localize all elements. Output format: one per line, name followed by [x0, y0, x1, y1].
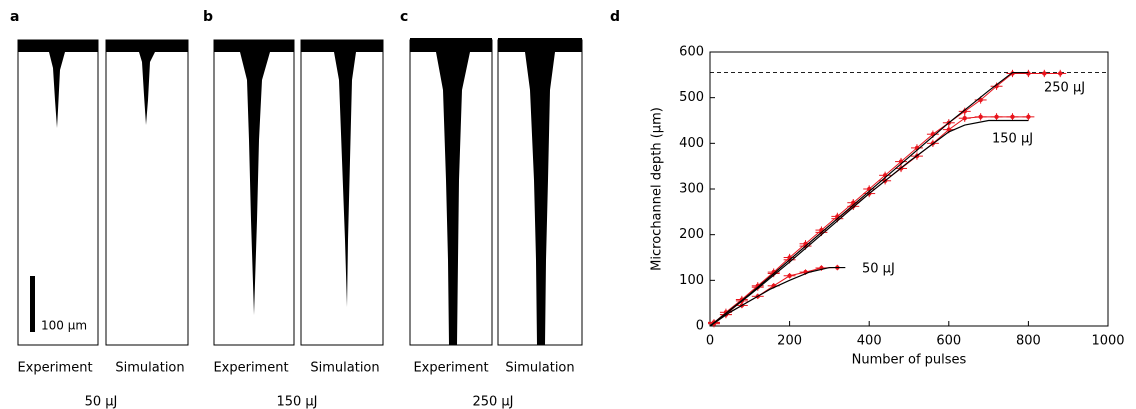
x-tick-label: 800 [1016, 334, 1041, 349]
x-axis-title: Number of pulses [852, 353, 967, 368]
figure: a 100 μm Experiment Simulation 50 μJ b E… [0, 0, 1136, 409]
series-line [714, 117, 1028, 324]
surface [301, 40, 383, 52]
data-point [787, 274, 791, 278]
x-tick-label: 400 [857, 334, 882, 349]
y-tick-label: 600 [679, 45, 704, 60]
y-tick-label: 0 [696, 319, 704, 334]
surface [498, 38, 582, 52]
surface [18, 40, 98, 52]
surface [214, 40, 294, 52]
x-tick-label: 1000 [1091, 334, 1124, 349]
annotation: 150 μJ [992, 132, 1033, 147]
y-tick-label: 500 [679, 90, 704, 105]
data-point [1026, 71, 1030, 75]
x-tick-label: 600 [936, 334, 961, 349]
data-point [963, 116, 967, 120]
surface [410, 38, 492, 52]
data-point [978, 115, 982, 119]
y-axis-title: Microchannel depth (μm) [650, 107, 665, 271]
data-point [1026, 115, 1030, 119]
panel-label: a [10, 9, 19, 25]
series-line [710, 268, 845, 326]
y-tick-label: 300 [679, 182, 704, 197]
caption: Experiment [213, 361, 288, 376]
panel-label: b [203, 9, 213, 25]
data-point [1010, 115, 1014, 119]
energy-label: 50 μJ [85, 395, 118, 409]
annotation: 50 μJ [862, 262, 895, 277]
panel-label: c [400, 9, 408, 25]
caption: Experiment [17, 361, 92, 376]
caption: Simulation [505, 361, 574, 376]
annotation: 250 μJ [1044, 81, 1085, 96]
data-point [994, 115, 998, 119]
panel-label: d [610, 9, 620, 25]
caption: Simulation [115, 361, 184, 376]
y-tick-label: 200 [679, 227, 704, 242]
series-line [714, 268, 837, 323]
x-tick-label: 0 [706, 334, 714, 349]
scale-label: 100 μm [41, 319, 87, 333]
y-tick-label: 400 [679, 136, 704, 151]
scale-bar [30, 276, 35, 332]
data-point [1042, 71, 1046, 75]
data-point [1058, 71, 1062, 75]
x-tick-label: 200 [777, 334, 802, 349]
series-line [714, 73, 1060, 322]
surface [106, 40, 188, 52]
energy-label: 250 μJ [472, 395, 513, 409]
caption: Simulation [310, 361, 379, 376]
caption: Experiment [413, 361, 488, 376]
plot: 0 200 400 600 800 1000 0 100 200 300 400 500 600 Numb… [650, 45, 1125, 368]
energy-label: 150 μJ [276, 395, 317, 409]
y-tick-label: 100 [679, 273, 704, 288]
